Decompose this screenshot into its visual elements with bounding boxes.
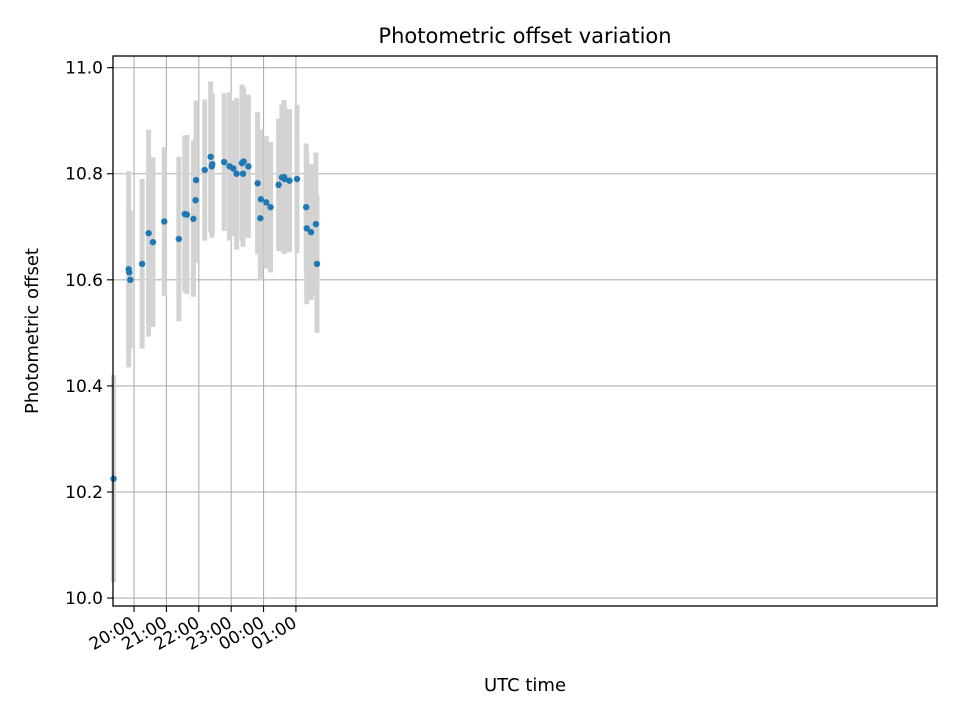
data-point xyxy=(175,235,183,243)
data-point xyxy=(239,170,247,177)
data-point xyxy=(257,215,264,222)
chart-title: Photometric offset variation xyxy=(378,24,671,48)
data-point xyxy=(254,180,261,187)
data-point xyxy=(312,220,320,228)
y-axis-ticks: 10.0 10.2 10.4 10.6 10.8 11.0 xyxy=(65,59,113,609)
data-point xyxy=(245,163,252,170)
data-point xyxy=(220,158,228,166)
data-point xyxy=(149,238,157,246)
y-tick-label: 10.2 xyxy=(65,483,103,503)
data-point xyxy=(281,175,288,183)
data-point xyxy=(263,199,270,206)
data-point xyxy=(201,166,208,174)
data-point xyxy=(207,153,214,160)
data-point xyxy=(145,229,152,237)
data-point xyxy=(125,269,133,276)
data-point xyxy=(240,158,247,165)
data-point xyxy=(230,165,237,172)
data-point xyxy=(303,225,310,232)
data-point xyxy=(302,203,310,211)
data-point xyxy=(313,260,321,268)
data-point xyxy=(127,276,134,284)
data-point xyxy=(286,177,293,184)
data-point xyxy=(192,197,199,204)
data-point xyxy=(209,160,216,168)
data-point xyxy=(190,215,197,223)
y-tick-label: 10.6 xyxy=(65,271,103,291)
data-point xyxy=(257,196,265,203)
y-tick-label: 11.0 xyxy=(65,59,103,79)
data-point xyxy=(138,260,146,268)
data-point xyxy=(293,175,301,183)
y-tick-label: 10.8 xyxy=(65,165,103,185)
y-axis-label: Photometric offset xyxy=(22,248,43,414)
data-point xyxy=(192,176,200,184)
x-axis-label: UTC time xyxy=(484,675,566,696)
data-points xyxy=(110,153,321,482)
y-tick-label: 10.0 xyxy=(65,589,103,609)
plot-frame xyxy=(112,55,938,607)
data-point xyxy=(267,203,274,211)
data-point xyxy=(307,228,315,236)
data-point xyxy=(161,218,168,225)
data-point xyxy=(275,181,282,189)
y-tick-label: 10.4 xyxy=(65,377,103,397)
data-point xyxy=(233,170,240,177)
data-point xyxy=(183,211,191,218)
